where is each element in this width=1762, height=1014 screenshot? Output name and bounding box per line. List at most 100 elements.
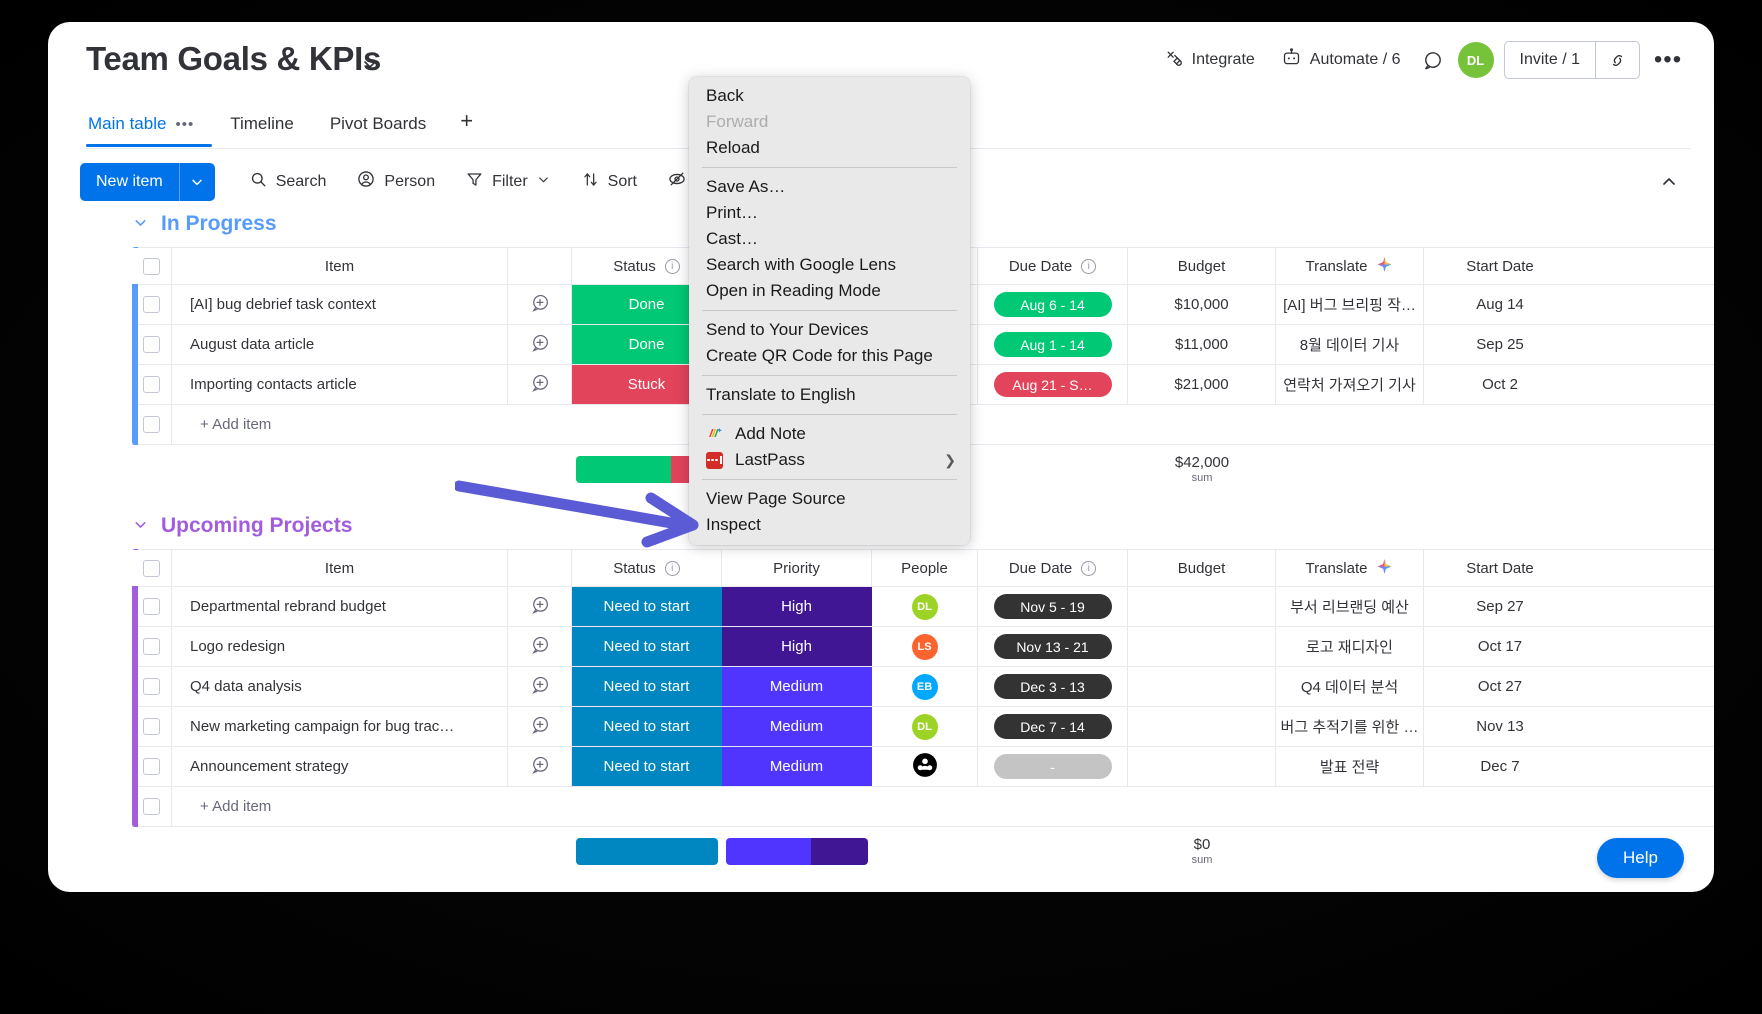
row-checkbox[interactable] xyxy=(143,678,160,695)
avatar[interactable]: LS xyxy=(911,633,938,660)
cell-people[interactable] xyxy=(872,365,978,404)
row-checkbox[interactable] xyxy=(143,758,160,775)
help-button[interactable]: Help xyxy=(1597,838,1684,878)
summary-priority-bar[interactable] xyxy=(722,827,872,875)
invite-button[interactable]: Invite / 1 xyxy=(1519,51,1580,68)
summary-status-bar[interactable] xyxy=(572,827,722,875)
cell-translate[interactable]: 부서 리브랜딩 예산 xyxy=(1276,587,1424,626)
tab-timeline[interactable]: Timeline xyxy=(212,106,312,147)
menu-item-send-to-your-devices[interactable]: Send to Your Devices xyxy=(689,317,970,343)
cell-people[interactable]: DL xyxy=(872,707,978,746)
select-all-checkbox[interactable] xyxy=(143,257,160,275)
cell-budget[interactable]: $21,000 xyxy=(1128,365,1276,404)
group-collapse-chevron-down-icon[interactable] xyxy=(132,214,149,235)
new-item-chevron-down-icon[interactable] xyxy=(178,162,215,201)
row-checkbox[interactable] xyxy=(143,336,160,353)
cell-due-date[interactable]: Nov 13 - 21 xyxy=(978,627,1128,666)
cell-budget[interactable] xyxy=(1128,587,1276,626)
menu-item-view-page-source[interactable]: View Page Source xyxy=(689,486,970,512)
cell-start-date[interactable]: Sep 25 xyxy=(1476,336,1524,353)
column-header-status[interactable]: Status i xyxy=(572,550,722,586)
add-item-label[interactable]: + Add item xyxy=(200,416,272,433)
collapse-toolbar-chevron-up-icon[interactable] xyxy=(1654,167,1684,197)
menu-item-reload[interactable]: Reload xyxy=(689,135,970,161)
cell-budget[interactable] xyxy=(1128,707,1276,746)
title-chevron-down-icon[interactable] xyxy=(360,54,380,79)
cell-people[interactable]: DL xyxy=(872,587,978,626)
cell-status[interactable]: Need to start xyxy=(572,587,722,626)
cell-item[interactable]: August data article xyxy=(172,325,508,364)
column-header-people[interactable]: People xyxy=(872,550,978,586)
tab-pivot-boards[interactable]: Pivot Boards xyxy=(312,106,444,147)
cell-people[interactable] xyxy=(872,325,978,364)
cell-item[interactable]: Announcement strategy xyxy=(172,747,508,786)
row-checkbox[interactable] xyxy=(143,598,160,615)
select-all-checkbox[interactable] xyxy=(143,559,160,577)
cell-due-date[interactable]: Aug 6 - 14 xyxy=(978,285,1128,324)
table-row[interactable]: Announcement strategy Need to start Medium… xyxy=(132,747,1714,787)
cell-chat[interactable] xyxy=(508,707,572,746)
table-row[interactable]: Departmental rebrand budget Need to start… xyxy=(132,587,1714,627)
cell-start-date[interactable]: Dec 7 xyxy=(1480,758,1520,775)
column-header-due-date[interactable]: Due Date i xyxy=(978,550,1128,586)
group-collapse-chevron-down-icon[interactable] xyxy=(132,516,149,537)
add-update-chat-icon[interactable] xyxy=(529,674,551,700)
add-update-chat-icon[interactable] xyxy=(529,332,551,358)
due-date-pill[interactable]: Nov 13 - 21 xyxy=(993,634,1112,659)
cell-item[interactable]: Importing contacts article xyxy=(172,365,508,404)
people-group-icon[interactable] xyxy=(912,752,938,782)
menu-item-add-note[interactable]: Add Note xyxy=(689,421,970,447)
due-date-pill[interactable]: Dec 3 - 13 xyxy=(993,674,1112,699)
cell-budget[interactable]: $10,000 xyxy=(1128,285,1276,324)
table-row[interactable]: Logo redesign Need to start High LS Nov 13 -… xyxy=(132,627,1714,667)
person-button[interactable]: Person xyxy=(344,162,447,201)
cell-due-date[interactable]: Aug 1 - 14 xyxy=(978,325,1128,364)
row-checkbox[interactable] xyxy=(143,718,160,735)
column-header-item[interactable]: Item xyxy=(172,248,508,284)
menu-item-inspect[interactable]: Inspect xyxy=(689,512,970,538)
cell-chat[interactable] xyxy=(508,325,572,364)
cell-due-date[interactable]: Aug 21 - S… xyxy=(978,365,1128,404)
info-icon[interactable]: i xyxy=(1081,258,1097,274)
cell-translate[interactable]: 연락처 가져오기 기사 xyxy=(1276,365,1424,404)
cell-start-date[interactable]: Aug 14 xyxy=(1476,296,1524,313)
menu-item-translate-to-english[interactable]: Translate to English xyxy=(689,382,970,408)
tab-main-table[interactable]: Main table ••• xyxy=(86,106,213,147)
cell-item[interactable]: Q4 data analysis xyxy=(172,667,508,706)
cell-item[interactable]: [AI] bug debrief task context xyxy=(172,285,508,324)
add-item-checkbox[interactable] xyxy=(143,416,160,433)
cell-translate[interactable]: 8월 데이터 기사 xyxy=(1276,325,1424,364)
due-date-pill[interactable]: Aug 21 - S… xyxy=(993,372,1112,397)
comment-bubble-button[interactable] xyxy=(1414,41,1452,79)
add-update-chat-icon[interactable] xyxy=(529,594,551,620)
cell-budget[interactable] xyxy=(1128,747,1276,786)
column-header-budget[interactable]: Budget xyxy=(1128,248,1276,284)
cell-translate[interactable]: Q4 데이터 분석 xyxy=(1276,667,1424,706)
board-more-menu-button[interactable]: ••• xyxy=(1653,46,1683,73)
add-view-button[interactable]: + xyxy=(460,108,474,133)
cell-due-date[interactable]: - xyxy=(978,747,1128,786)
row-checkbox[interactable] xyxy=(143,638,160,655)
tab-main-table-dots-icon[interactable]: ••• xyxy=(175,115,195,133)
menu-item-search-with-google-lens[interactable]: Search with Google Lens xyxy=(689,252,970,278)
column-header-item[interactable]: Item xyxy=(172,550,508,586)
summary-budget[interactable]: $0 sum xyxy=(1128,827,1276,875)
menu-item-back[interactable]: Back xyxy=(689,83,970,109)
cell-people[interactable]: LS xyxy=(872,627,978,666)
cell-item[interactable]: Logo redesign xyxy=(172,627,508,666)
add-update-chat-icon[interactable] xyxy=(529,292,551,318)
cell-due-date[interactable]: Nov 5 - 19 xyxy=(978,587,1128,626)
row-checkbox[interactable] xyxy=(143,296,160,313)
due-date-pill[interactable]: Dec 7 - 14 xyxy=(993,714,1112,739)
cell-translate[interactable]: 발표 전략 xyxy=(1276,747,1424,786)
column-header-translate[interactable]: Translate xyxy=(1276,550,1424,586)
avatar[interactable]: DL xyxy=(911,593,938,620)
cell-status[interactable]: Need to start xyxy=(572,667,722,706)
table-row[interactable]: New marketing campaign for bug trac… Need… xyxy=(132,707,1714,747)
menu-item-lastpass[interactable]: LastPass ❯ xyxy=(689,447,970,473)
cell-chat[interactable] xyxy=(508,587,572,626)
copy-link-icon[interactable] xyxy=(1595,42,1639,78)
cell-budget[interactable] xyxy=(1128,667,1276,706)
cell-chat[interactable] xyxy=(508,285,572,324)
cell-item[interactable]: New marketing campaign for bug trac… xyxy=(172,707,508,746)
